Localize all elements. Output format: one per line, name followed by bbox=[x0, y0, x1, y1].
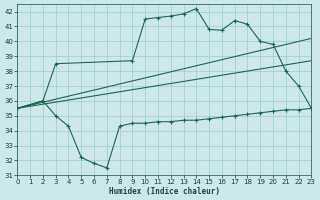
X-axis label: Humidex (Indice chaleur): Humidex (Indice chaleur) bbox=[109, 187, 220, 196]
